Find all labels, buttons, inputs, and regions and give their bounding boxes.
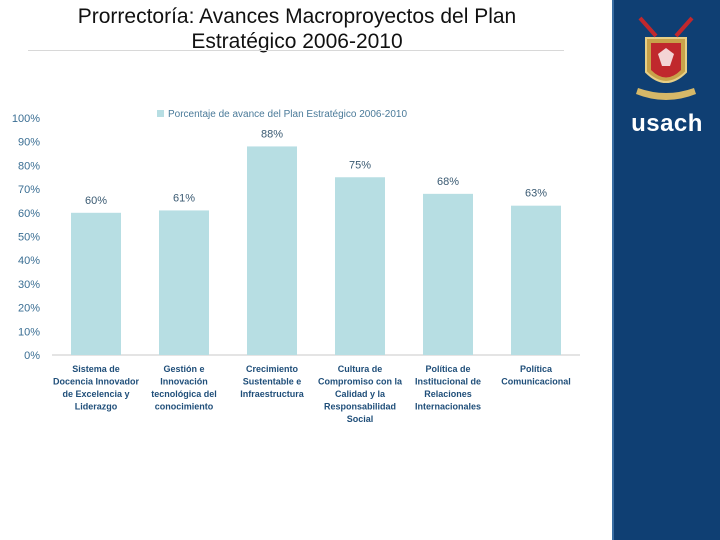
category-label: Gestión e Innovación tecnológica del conoci… — [151, 364, 217, 412]
y-tick-label: 40% — [18, 255, 40, 267]
category-label: Política de Institucional de Relaciones Int… — [415, 364, 481, 412]
slide-title-line1: Prorrectoría: Avances Macroproyectos del… — [77, 5, 517, 28]
sidebar-edge — [612, 0, 614, 540]
y-tick-label: 30% — [18, 279, 40, 291]
y-tick-label: 60% — [18, 208, 40, 220]
title-divider — [28, 50, 564, 51]
brand-wordmark: usach — [631, 110, 703, 137]
y-tick-label: 70% — [18, 184, 40, 196]
slide-title-line2: Estratégico 2006-2010 — [191, 30, 403, 53]
bar — [423, 193, 473, 355]
bar — [159, 210, 209, 355]
y-tick-label: 0% — [24, 350, 40, 362]
category-label: Política Comunicacional — [501, 364, 571, 387]
data-label: 61% — [173, 192, 195, 204]
y-tick-label: 100% — [12, 113, 40, 125]
data-label: 75% — [349, 159, 371, 171]
category-label: Sistema de Docencia Innovador de Excelenci… — [53, 364, 140, 412]
brand-sidebar — [614, 0, 720, 540]
data-label: 60% — [85, 195, 107, 207]
data-label: 88% — [261, 128, 283, 140]
category-label: Crecimiento Sustentable e Infraestructura — [240, 364, 305, 399]
legend-swatch — [157, 110, 164, 117]
y-tick-label: 50% — [18, 232, 40, 244]
bar — [247, 146, 297, 355]
slide-title: Prorrectoría: Avances Macroproyectos del… — [22, 4, 572, 54]
data-label: 63% — [525, 188, 547, 200]
usach-crest-icon — [636, 16, 696, 100]
bar-chart: Porcentaje de avance del Plan Estratégic… — [12, 109, 580, 424]
bar — [335, 177, 385, 355]
bar — [511, 205, 561, 355]
y-tick-label: 90% — [18, 137, 40, 149]
y-tick-label: 20% — [18, 303, 40, 315]
data-label: 68% — [437, 176, 459, 188]
y-tick-label: 80% — [18, 160, 40, 172]
legend-label: Porcentaje de avance del Plan Estratégic… — [168, 109, 407, 120]
bar — [71, 212, 121, 355]
category-label: Cultura de Compromiso con la Calidad y la R… — [318, 364, 403, 424]
y-tick-label: 10% — [18, 326, 40, 338]
